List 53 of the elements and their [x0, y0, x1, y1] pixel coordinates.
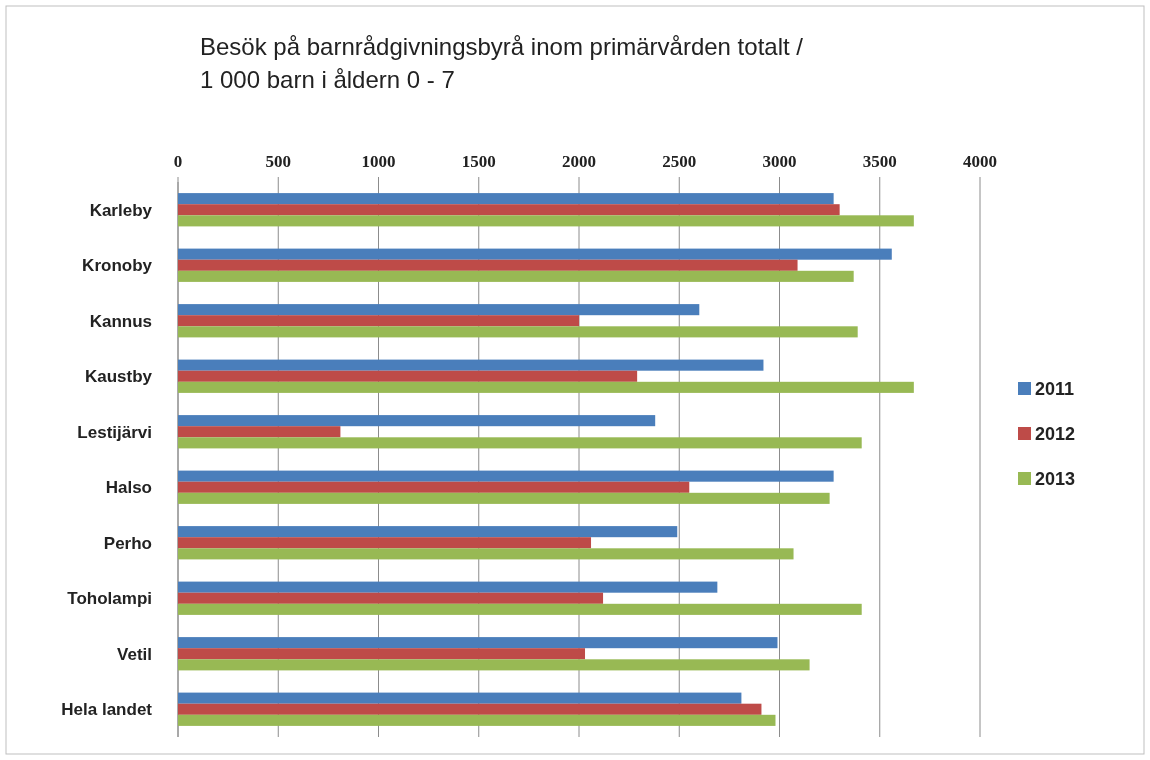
legend-label: 2013	[1035, 469, 1076, 489]
bar	[178, 426, 341, 438]
bar	[178, 703, 762, 715]
y-tick-label: Lestijärvi	[77, 422, 152, 442]
bar	[178, 714, 776, 726]
legend-label: 2011	[1035, 379, 1075, 399]
bar	[178, 526, 678, 538]
bar	[178, 248, 892, 260]
x-tick-label: 500	[265, 152, 291, 171]
bar	[178, 415, 656, 427]
y-tick-label: Kannus	[89, 311, 152, 331]
bar	[178, 648, 586, 660]
y-tick-label: Kronoby	[82, 256, 153, 276]
y-tick-label: Karleby	[89, 200, 153, 220]
x-tick-label: 4000	[963, 152, 997, 171]
y-tick-label: Kaustby	[84, 367, 153, 387]
bar	[178, 537, 592, 549]
bar	[178, 548, 794, 560]
bar	[178, 470, 834, 482]
bar	[178, 259, 798, 271]
chart-title: Besök på barnrådgivningsbyrå inom primärvården totalt / 1 000 barn i åldern 0 - 7	[200, 33, 804, 93]
bar	[178, 326, 858, 338]
x-tick-label: 3500	[862, 152, 897, 171]
legend-label: 2012	[1035, 424, 1076, 444]
y-tick-label: Hela landet	[61, 700, 153, 720]
bar	[178, 359, 764, 371]
x-tick-label: 1500	[461, 152, 496, 171]
bar	[178, 603, 862, 615]
x-tick-label: 2500	[662, 152, 697, 171]
bar	[178, 304, 700, 316]
bar	[178, 592, 604, 604]
bar	[178, 193, 834, 205]
bar	[178, 370, 638, 382]
bar	[178, 437, 862, 449]
y-tick-label: Vetil	[117, 644, 152, 664]
y-tick-label: Halso	[105, 478, 152, 498]
y-tick-label: Perho	[103, 533, 152, 553]
bar	[178, 215, 914, 227]
x-tick-label: 1000	[361, 152, 396, 171]
x-tick-label: 3000	[762, 152, 797, 171]
bar	[178, 381, 914, 393]
bar	[178, 204, 840, 216]
bar	[178, 270, 854, 282]
x-tick-label: 2000	[562, 152, 596, 171]
bar	[178, 692, 742, 704]
bar	[178, 659, 810, 671]
bar	[178, 637, 778, 649]
bar	[178, 481, 690, 493]
bar	[178, 492, 830, 504]
bar	[178, 315, 579, 327]
y-tick-label: Toholampi	[67, 589, 152, 609]
x-tick-label: 0	[173, 152, 183, 171]
bar	[178, 581, 718, 593]
